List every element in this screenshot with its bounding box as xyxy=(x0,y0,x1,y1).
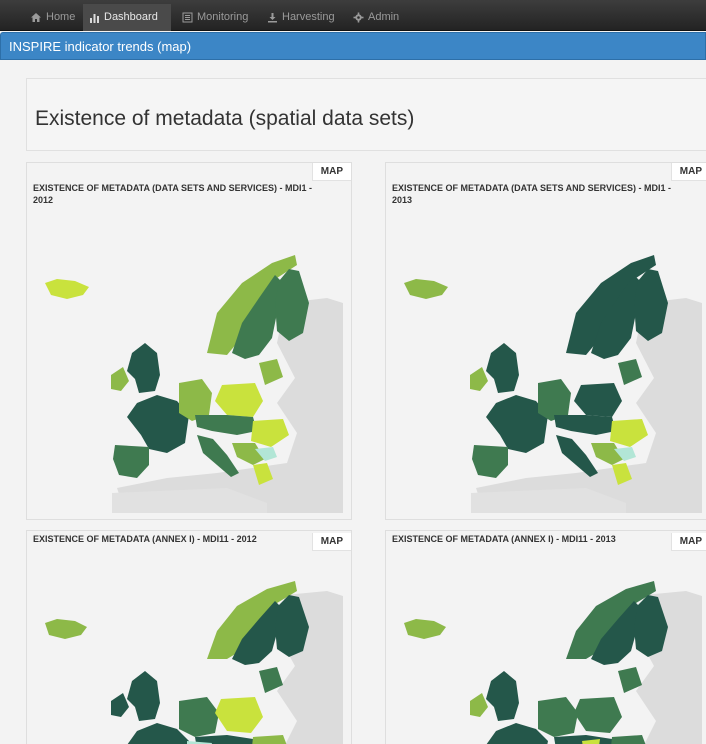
home-icon xyxy=(31,13,41,22)
gear-icon xyxy=(353,12,364,23)
europe-choropleth-map xyxy=(45,255,343,513)
nav-home-label: Home xyxy=(46,11,76,23)
region-switzerland xyxy=(187,741,212,744)
nav-admin[interactable]: Admin xyxy=(347,4,407,31)
nav-admin-label: Admin xyxy=(368,11,400,23)
region-central-europe xyxy=(195,415,257,435)
page-heading-box: Existence of metadata (spatial data sets… xyxy=(26,78,706,151)
region-sweden xyxy=(591,275,642,359)
map-tab-button[interactable]: MAP xyxy=(670,163,706,181)
region-france xyxy=(127,723,189,744)
region-uk xyxy=(486,343,519,393)
download-icon xyxy=(268,13,277,23)
region-iceland xyxy=(404,279,448,299)
page-heading: Existence of metadata (spatial data sets… xyxy=(35,107,415,130)
panel-header: INSPIRE indicator trends (map) xyxy=(0,32,706,60)
map-title: EXISTENCE OF METADATA (DATA SETS AND SER… xyxy=(392,183,672,205)
region-norway xyxy=(207,581,297,659)
map-tab-button[interactable]: MAP xyxy=(311,163,351,181)
region-poland xyxy=(215,697,263,733)
europe-choropleth-map xyxy=(45,581,343,744)
nav-monitoring[interactable]: Monitoring xyxy=(176,4,256,31)
region-france xyxy=(486,395,548,453)
region-poland xyxy=(215,383,263,417)
region-balkans xyxy=(591,443,624,465)
region-uk xyxy=(486,671,519,721)
nav-harvesting[interactable]: Harvesting xyxy=(261,4,343,31)
region-baltics xyxy=(618,359,642,385)
region-iberia xyxy=(472,445,508,478)
panel-title: INSPIRE indicator trends (map) xyxy=(9,39,192,54)
nav-harvesting-label: Harvesting xyxy=(282,11,335,23)
region-bulgaria xyxy=(614,447,636,461)
region-iceland xyxy=(45,279,89,299)
region-sweden xyxy=(591,601,642,665)
map-card-mdi1-2012: MAP EXISTENCE OF METADATA (DATA SETS AND… xyxy=(26,162,352,520)
region-germany xyxy=(179,697,219,737)
region-germany xyxy=(538,697,578,737)
region-austria xyxy=(582,739,600,744)
map-tab-button[interactable]: MAP xyxy=(311,533,351,551)
region-romania xyxy=(251,419,289,447)
europe-choropleth-map xyxy=(404,255,702,513)
region-greece xyxy=(253,463,273,485)
map-card-mdi11-2012: MAP EXISTENCE OF METADATA (ANNEX I) - MD… xyxy=(26,530,352,744)
map-card-mdi11-2013: MAP EXISTENCE OF METADATA (ANNEX I) - MD… xyxy=(385,530,706,744)
region-balkans xyxy=(232,443,265,465)
region-baltics xyxy=(259,359,283,385)
map-title: EXISTENCE OF METADATA (DATA SETS AND SER… xyxy=(33,183,313,205)
region-italy xyxy=(556,435,598,477)
europe-choropleth-map xyxy=(404,581,702,744)
region-bulgaria xyxy=(255,447,277,461)
map-title: EXISTENCE OF METADATA (ANNEX I) - MDI11 … xyxy=(33,534,257,544)
region-germany xyxy=(538,379,571,421)
region-ireland xyxy=(111,367,129,391)
region-norway xyxy=(566,581,656,659)
top-navbar: Home Dashboard Monitoring Harvesting xyxy=(0,0,706,31)
region-baltics xyxy=(259,667,283,693)
map-tab-button[interactable]: MAP xyxy=(670,533,706,551)
nav-dashboard-label: Dashboard xyxy=(104,11,158,23)
region-baltics xyxy=(618,667,642,693)
region-greece xyxy=(612,463,632,485)
region-ireland xyxy=(470,367,488,391)
map-card-mdi1-2013: MAP EXISTENCE OF METADATA (DATA SETS AND… xyxy=(385,162,706,520)
nav-home[interactable]: Home xyxy=(24,4,83,31)
region-sweden xyxy=(232,601,283,665)
bar-chart-icon xyxy=(90,13,99,23)
region-central-europe xyxy=(554,415,616,435)
region-romania xyxy=(611,735,646,744)
region-poland xyxy=(574,697,622,733)
region-iceland xyxy=(404,619,446,639)
region-italy xyxy=(197,435,239,477)
region-ireland xyxy=(470,693,488,717)
region-romania xyxy=(610,419,648,447)
map-title: EXISTENCE OF METADATA (ANNEX I) - MDI11 … xyxy=(392,534,616,544)
region-iceland xyxy=(45,619,87,639)
region-poland xyxy=(574,383,622,417)
region-finland xyxy=(275,269,309,341)
region-iberia xyxy=(113,445,149,478)
region-germany xyxy=(179,379,212,421)
list-icon xyxy=(182,12,193,23)
region-uk xyxy=(127,671,160,721)
region-romania xyxy=(252,735,287,744)
nav-monitoring-label: Monitoring xyxy=(197,11,249,23)
region-uk xyxy=(127,343,160,393)
region-france xyxy=(127,395,189,453)
region-finland xyxy=(634,269,668,341)
region-finland xyxy=(634,595,668,657)
region-ireland xyxy=(111,693,129,717)
region-france xyxy=(486,723,548,744)
nav-dashboard[interactable]: Dashboard xyxy=(83,4,171,31)
region-finland xyxy=(275,595,309,657)
region-sweden xyxy=(232,275,283,359)
region-central-europe xyxy=(195,735,255,744)
